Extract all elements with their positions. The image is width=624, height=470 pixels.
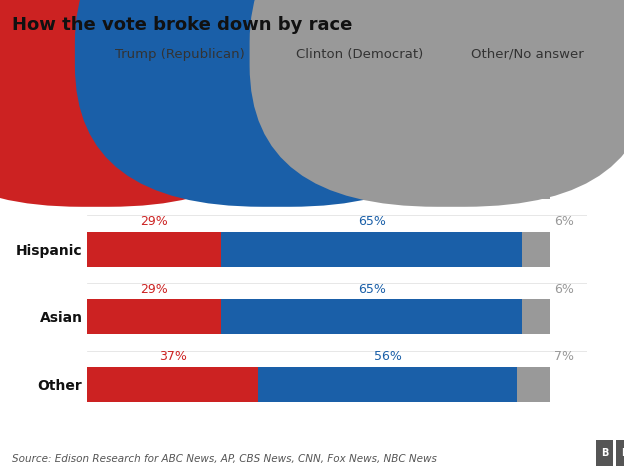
Text: 29%: 29% bbox=[140, 283, 168, 296]
Text: 7%: 7% bbox=[554, 351, 574, 363]
Bar bbox=[522, 299, 550, 334]
Bar bbox=[87, 164, 124, 199]
Bar bbox=[531, 164, 550, 199]
Text: Clinton (Democrat): Clinton (Democrat) bbox=[296, 47, 424, 61]
Text: 29%: 29% bbox=[140, 215, 168, 228]
Bar bbox=[527, 96, 550, 131]
Text: Trump (Republican): Trump (Republican) bbox=[115, 47, 245, 61]
Text: 58%: 58% bbox=[207, 80, 235, 93]
Text: 37%: 37% bbox=[159, 351, 187, 363]
Text: B: B bbox=[601, 448, 608, 458]
Text: Other/No answer: Other/No answer bbox=[471, 47, 584, 61]
Text: 65%: 65% bbox=[358, 215, 386, 228]
Bar bbox=[356, 96, 527, 131]
Bar bbox=[87, 232, 222, 266]
Bar bbox=[258, 367, 517, 402]
Text: 6%: 6% bbox=[554, 215, 574, 228]
Bar bbox=[222, 299, 522, 334]
Text: How the vote broke down by race: How the vote broke down by race bbox=[12, 16, 353, 34]
Bar bbox=[87, 299, 222, 334]
Text: 6%: 6% bbox=[554, 283, 574, 296]
Text: 65%: 65% bbox=[358, 283, 386, 296]
Text: 4%: 4% bbox=[554, 148, 574, 160]
Bar bbox=[87, 96, 356, 131]
Text: 5%: 5% bbox=[554, 80, 574, 93]
Text: 8%: 8% bbox=[96, 148, 116, 160]
Text: B: B bbox=[621, 448, 624, 458]
Text: 88%: 88% bbox=[314, 148, 342, 160]
Text: 37%: 37% bbox=[427, 80, 455, 93]
Bar bbox=[222, 232, 522, 266]
Bar bbox=[517, 367, 550, 402]
Bar bbox=[522, 232, 550, 266]
Text: 56%: 56% bbox=[374, 351, 402, 363]
Text: Source: Edison Research for ABC News, AP, CBS News, CNN, Fox News, NBC News: Source: Edison Research for ABC News, AP… bbox=[12, 454, 437, 464]
Bar bbox=[87, 367, 258, 402]
Bar bbox=[124, 164, 531, 199]
